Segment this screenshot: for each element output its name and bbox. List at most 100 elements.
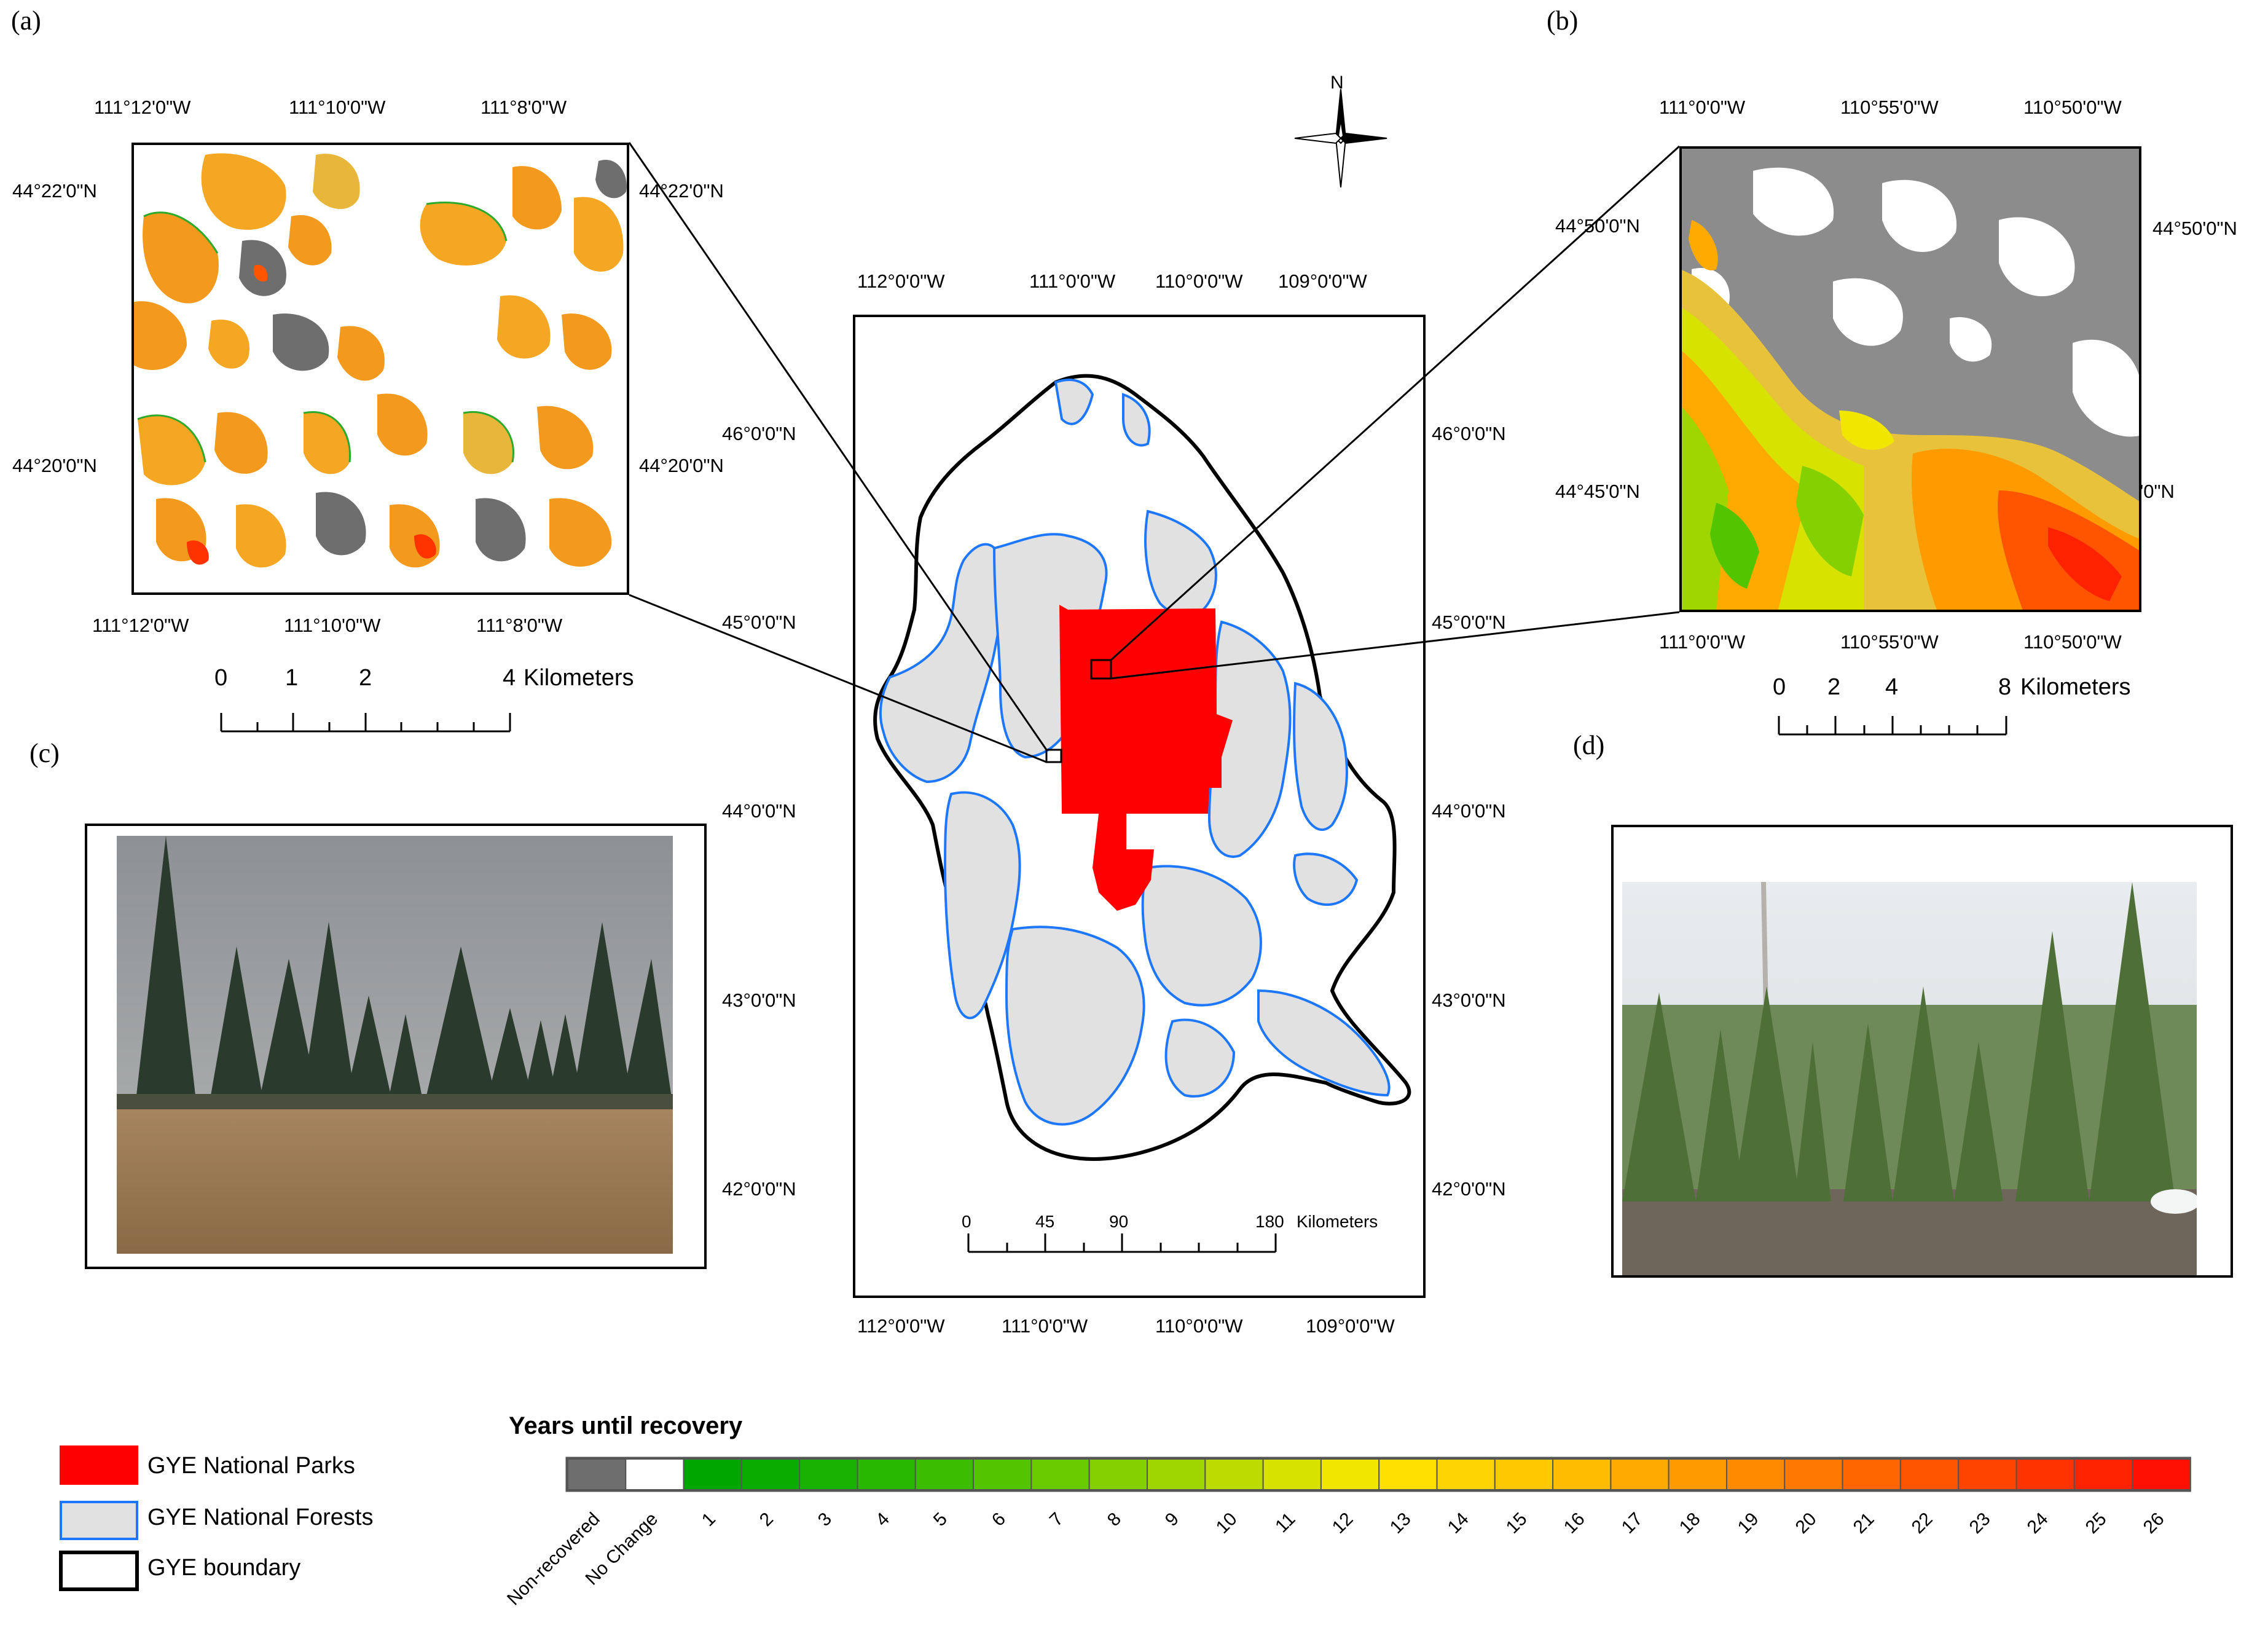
- a-right-lat-1: 44°22'0"N: [639, 180, 724, 202]
- north-label: N: [1330, 73, 1344, 93]
- recovery-swatch-year-15: [1494, 1458, 1554, 1490]
- panel-a-green-edges: [137, 202, 514, 463]
- recovery-swatch-year-13: [1378, 1458, 1438, 1490]
- b-scale-unit: Kilometers: [2020, 674, 2131, 700]
- recovery-swatch-year-24: [2015, 1458, 2075, 1490]
- recovery-swatch-year-3: [799, 1458, 858, 1490]
- legend-swatch-forests: [60, 1501, 138, 1540]
- panel-letter-b: (b): [1547, 6, 1579, 36]
- recovery-bar-border: [565, 1457, 2191, 1492]
- a-scale-tick-2: 2: [359, 665, 372, 691]
- main-left-lat-4: 43°0'0"N: [722, 989, 796, 1011]
- recovery-swatch-year-12: [1320, 1458, 1380, 1490]
- recovery-swatch-year-21: [1842, 1458, 1901, 1490]
- recovery-swatch-year-7: [1030, 1458, 1090, 1490]
- b-left-lat-2: 44°45'0"N: [1555, 481, 1640, 502]
- a-bottom-lon-3: 111°8'0"W: [476, 615, 563, 636]
- legend-label-forests: GYE National Forests: [147, 1504, 374, 1530]
- b-bottom-lon-2: 110°55'0"W: [1840, 631, 1939, 653]
- b-scale-tick-2: 2: [1827, 674, 1841, 700]
- recovery-swatch-year-17: [1610, 1458, 1670, 1490]
- panel-a-scale-bar: [220, 713, 511, 733]
- b-top-lon-1: 111°0'0"W: [1659, 96, 1746, 118]
- panel-letter-a: (a): [11, 6, 41, 36]
- a-left-lat-2: 44°20'0"N: [12, 455, 97, 476]
- recovery-swatch-year-16: [1552, 1458, 1612, 1490]
- recovery-swatch-year-14: [1436, 1458, 1496, 1490]
- main-scale-unit: Kilometers: [1297, 1212, 1378, 1231]
- b-scale-tick-4: 4: [1885, 674, 1899, 700]
- main-top-lon-3: 110°0'0"W: [1155, 270, 1243, 292]
- a-top-lon-2: 111°10'0"W: [289, 96, 386, 118]
- gye-national-parks: [1059, 605, 1233, 911]
- panel-a-map: [131, 143, 629, 595]
- main-scale-tick-90: 90: [1109, 1212, 1129, 1231]
- main-map: [853, 315, 1426, 1298]
- recovery-swatch-year-4: [857, 1458, 916, 1490]
- main-top-lon-4: 109°0'0"W: [1278, 270, 1367, 292]
- north-arrow: [1294, 88, 1387, 187]
- main-left-lat-2: 45°0'0"N: [722, 612, 796, 633]
- main-bottom-lon-2: 111°0'0"W: [1002, 1315, 1088, 1337]
- recovery-swatch-year-8: [1088, 1458, 1148, 1490]
- recovery-swatch-year-9: [1147, 1458, 1206, 1490]
- a-bottom-lon-2: 111°10'0"W: [284, 615, 381, 636]
- main-right-lat-2: 45°0'0"N: [1432, 612, 1506, 633]
- b-top-lon-3: 110°50'0"W: [2023, 96, 2122, 118]
- main-scale-tick-45: 45: [1035, 1212, 1055, 1231]
- a-top-lon-1: 111°12'0"W: [94, 96, 191, 118]
- recovery-swatch-year-5: [914, 1458, 975, 1490]
- legend-label-boundary: GYE boundary: [147, 1555, 301, 1581]
- legend-label-parks: GYE National Parks: [147, 1453, 355, 1479]
- b-bottom-lon-1: 111°0'0"W: [1659, 631, 1746, 653]
- main-scale-tick-0: 0: [962, 1212, 971, 1231]
- panel-letter-d: (d): [1573, 730, 1605, 760]
- recovery-swatch-year-23: [1958, 1458, 2017, 1490]
- a-scale-unit: Kilometers: [524, 665, 634, 691]
- main-right-lat-1: 46°0'0"N: [1432, 423, 1506, 444]
- recovery-swatch-special-0: [567, 1458, 627, 1490]
- a-left-lat-1: 44°22'0"N: [12, 180, 97, 202]
- legend-swatch-parks: [60, 1445, 138, 1485]
- gye-national-forests: [879, 379, 1391, 1126]
- inset-box-a: [1045, 749, 1062, 763]
- b-left-lat-1: 44°50'0"N: [1555, 215, 1640, 237]
- recovery-swatch-year-25: [2073, 1458, 2133, 1490]
- panel-b-map: [1679, 146, 2141, 612]
- recovery-swatch-year-1: [683, 1458, 742, 1490]
- recovery-swatch-year-22: [1899, 1458, 1960, 1490]
- main-left-lat-1: 46°0'0"N: [722, 423, 796, 444]
- recovery-swatch-year-11: [1262, 1458, 1322, 1490]
- panel-d-photo: [1622, 882, 2197, 1275]
- panel-b-scale-bar: [1778, 716, 2007, 736]
- main-left-lat-5: 42°0'0"N: [722, 1178, 796, 1200]
- recovery-swatch-year-6: [973, 1458, 1032, 1490]
- main-scale-tick-180: 180: [1255, 1212, 1284, 1231]
- panel-letter-c: (c): [29, 738, 60, 768]
- main-bottom-lon-1: 112°0'0"W: [857, 1315, 945, 1337]
- recovery-title: Years until recovery: [509, 1412, 743, 1439]
- inset-box-b: [1090, 659, 1112, 680]
- main-top-lon-2: 111°0'0"W: [1029, 270, 1116, 292]
- panel-b-recovered: [1679, 220, 2141, 612]
- b-right-lat-1: 44°50'0"N: [2152, 218, 2237, 239]
- main-bottom-lon-4: 109°0'0"W: [1306, 1315, 1395, 1337]
- recovery-swatch-year-18: [1668, 1458, 1727, 1490]
- main-left-lat-3: 44°0'0"N: [722, 800, 796, 822]
- a-scale-tick-4: 4: [503, 665, 516, 691]
- recovery-swatch-year-20: [1784, 1458, 1843, 1490]
- main-right-lat-4: 43°0'0"N: [1432, 989, 1506, 1011]
- main-bottom-lon-3: 110°0'0"W: [1155, 1315, 1243, 1337]
- panel-b-no-change: [1692, 167, 2141, 437]
- main-right-lat-5: 42°0'0"N: [1432, 1178, 1506, 1200]
- b-scale-tick-0: 0: [1773, 674, 1786, 700]
- b-scale-tick-8: 8: [1998, 674, 2012, 700]
- legend-swatch-boundary: [59, 1551, 139, 1591]
- recovery-swatch-year-26: [2132, 1458, 2191, 1490]
- a-bottom-lon-1: 111°12'0"W: [92, 615, 189, 636]
- recovery-color-bar: [565, 1457, 2191, 1492]
- main-scale-bar: [967, 1233, 1277, 1253]
- recovery-swatch-special-1: [625, 1458, 685, 1490]
- b-top-lon-2: 110°55'0"W: [1840, 96, 1939, 118]
- a-right-lat-2: 44°20'0"N: [639, 455, 724, 476]
